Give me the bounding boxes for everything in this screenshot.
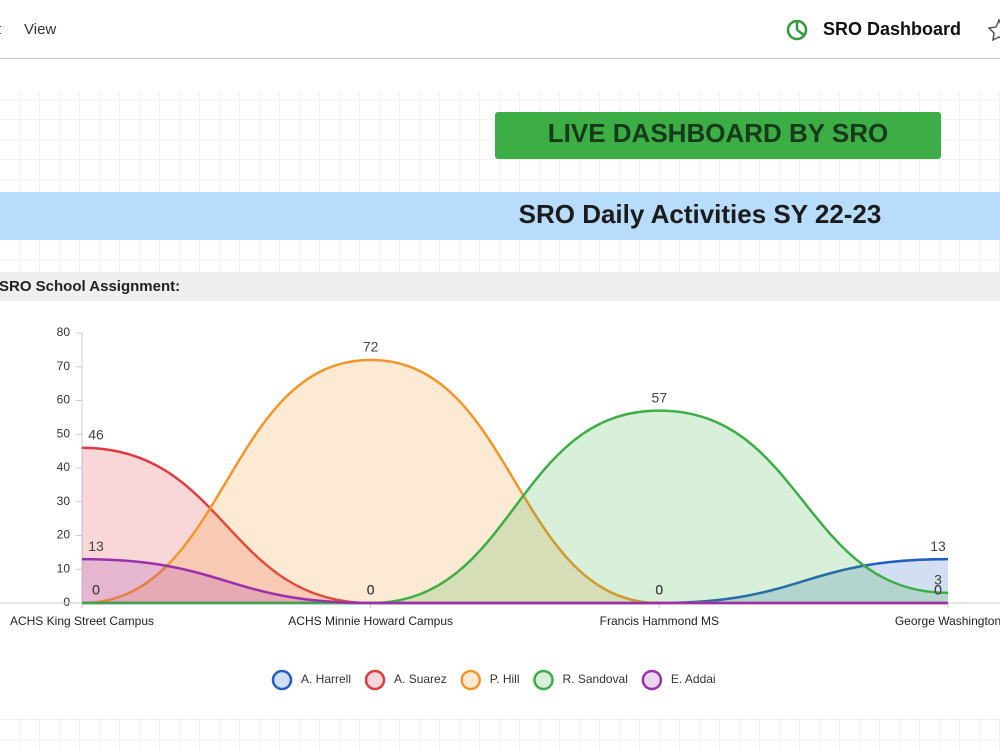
data-label: 0	[92, 582, 100, 598]
banner-title: SRO Daily Activities SY 22-23	[519, 199, 882, 229]
x-tick-label: George Washington	[895, 614, 1000, 628]
data-label: 0	[92, 582, 100, 598]
data-label: 0	[655, 582, 663, 598]
legend-label: A. Suarez	[394, 672, 447, 686]
area	[82, 559, 948, 603]
data-label: 0	[655, 582, 663, 598]
area	[82, 559, 948, 603]
legend-label: E. Addai	[671, 672, 716, 686]
y-tick-label: 0	[63, 595, 70, 609]
data-label: 0	[367, 582, 375, 598]
data-label: 72	[363, 339, 379, 355]
data-label: 46	[88, 426, 104, 442]
legend-label: A. Harrell	[301, 672, 351, 686]
y-tick-label: 60	[57, 393, 71, 407]
grid-background	[0, 718, 1000, 750]
x-tick-label: Francis Hammond MS	[600, 614, 719, 628]
x-tick-label: ACHS King Street Campus	[10, 614, 154, 628]
legend-swatch	[460, 669, 481, 691]
y-tick-label: 80	[57, 325, 71, 339]
data-label: 3	[934, 572, 942, 588]
y-tick-label: 30	[57, 494, 71, 508]
legend-swatch	[364, 669, 386, 691]
legend-swatch	[533, 669, 554, 691]
dashboard-title: SRO Dashboard	[823, 19, 961, 39]
dashboard-icon	[786, 19, 808, 41]
data-label: 0	[367, 582, 375, 598]
legend-swatch	[641, 669, 663, 691]
line	[81, 557, 948, 605]
data-label: 0	[934, 582, 942, 598]
section-title: SRO School Assignment:	[0, 278, 180, 295]
area	[82, 447, 948, 603]
data-label: 13	[930, 538, 946, 554]
legend-swatch	[271, 669, 293, 691]
y-tick-label: 10	[57, 561, 71, 575]
y-tick-label: 40	[57, 460, 71, 474]
data-label: 13	[88, 538, 104, 554]
y-tick-label: 70	[57, 359, 71, 373]
x-tick-label: ACHS Minnie Howard Campus	[288, 614, 453, 628]
live-button-label[interactable]: LIVE DASHBOARD BY SRO	[548, 118, 888, 148]
legend-label: P. Hill	[490, 672, 520, 686]
toolbar	[0, 0, 1000, 58]
y-tick-label: 20	[57, 528, 71, 542]
data-label: 0	[655, 582, 663, 598]
menu-item[interactable]: View	[24, 21, 56, 38]
menu-item[interactable]: t	[0, 21, 2, 38]
data-label: 57	[652, 389, 668, 405]
data-label: 0	[655, 582, 663, 598]
live-button[interactable]	[495, 112, 941, 159]
section-header	[0, 272, 1000, 301]
data-label: 0	[367, 582, 375, 598]
data-label: 0	[934, 582, 942, 598]
star-icon[interactable]	[987, 18, 1000, 42]
data-label: 0	[92, 582, 100, 598]
line	[82, 409, 949, 605]
legend-label: R. Sandoval	[563, 672, 628, 686]
data-label: 0	[934, 582, 942, 598]
data-label: 0	[367, 582, 375, 598]
y-tick-label: 50	[57, 426, 71, 440]
banner	[0, 192, 1000, 240]
